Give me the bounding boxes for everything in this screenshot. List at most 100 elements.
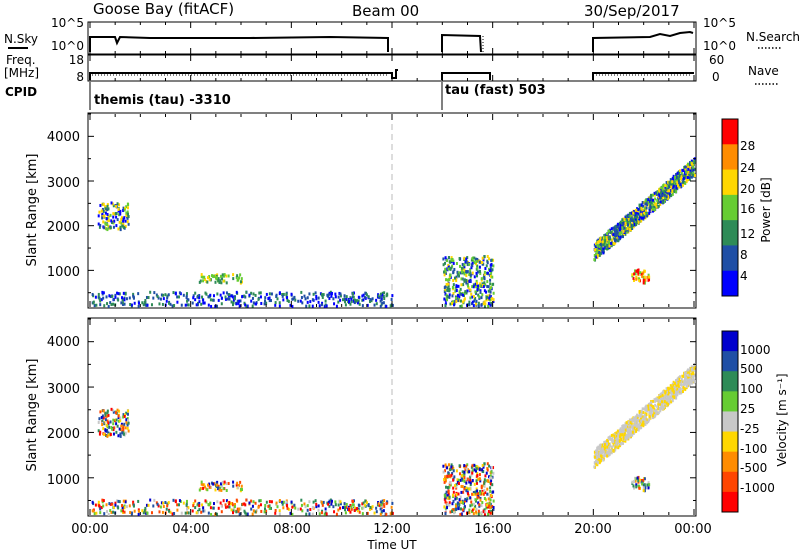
power-echo-cell xyxy=(676,173,679,177)
power-echo-cell xyxy=(385,294,388,298)
velocity-echo-cell xyxy=(268,506,271,510)
power-echo-cell xyxy=(490,269,493,273)
velocity-echo-cell xyxy=(207,511,210,515)
power-echo-cell xyxy=(623,231,626,235)
power-echo-cell xyxy=(488,257,491,261)
power-panel: Slant Range [km] 1000 2000 3000 4000 xyxy=(25,112,697,309)
velocity-echo-cell xyxy=(281,500,284,504)
velocity-echo-cell xyxy=(238,507,241,511)
velocity-echo-cell xyxy=(615,441,618,445)
velocity-echo-cell xyxy=(682,374,685,378)
power-echo-cell xyxy=(678,171,681,175)
power-echo-cell xyxy=(198,300,201,304)
power-echo-cell xyxy=(268,292,271,296)
power-echo-cell xyxy=(132,292,135,296)
power-echo-cell xyxy=(462,293,465,297)
velocity-echo-cell xyxy=(231,511,234,515)
power-echo-cell xyxy=(685,178,688,182)
power-echo-cell xyxy=(629,223,632,227)
velocity-echo-cell xyxy=(476,495,479,499)
power-echo-cell xyxy=(667,196,670,200)
velocity-echo-cell xyxy=(237,509,240,513)
velocity-echo-cell xyxy=(691,375,694,379)
freq-trace-2 xyxy=(441,72,491,80)
velocity-echo-cell xyxy=(466,490,469,494)
power-echo-cell xyxy=(371,297,374,301)
velocity-echo-cell xyxy=(98,432,101,436)
velocity-echo-cell xyxy=(385,502,388,506)
velocity-echo-cell xyxy=(318,512,321,516)
velocity-echo-cell xyxy=(649,412,652,416)
power-echo-cell xyxy=(115,211,118,215)
power-echo-cell xyxy=(492,258,495,262)
power-echo-cell xyxy=(687,164,690,168)
velocity-echo-cell xyxy=(121,510,124,514)
velocity-echo-cell xyxy=(164,501,167,505)
power-echo-cell xyxy=(459,271,462,275)
power-echo-cell xyxy=(471,295,474,299)
power-echo-cell xyxy=(485,264,488,268)
power-echo-cell xyxy=(662,190,665,194)
velocity-echo-cell xyxy=(110,510,113,514)
power-echo-cell xyxy=(362,293,365,297)
power-echo-cell xyxy=(456,270,459,274)
power-echo-cell xyxy=(99,203,102,207)
velocity-echo-cell xyxy=(150,511,153,515)
power-echo-cell xyxy=(613,229,616,233)
power-echo-cell xyxy=(489,290,492,294)
freq-panel: Freq. [MHz] 18 8 60 0 Nave xyxy=(4,53,779,85)
vel-cbar-tick-100: 100 xyxy=(740,382,763,396)
velocity-echo-cell xyxy=(379,507,382,511)
power-echo-cell xyxy=(638,277,641,281)
power-echo-cell xyxy=(335,304,338,308)
power-echo-cell xyxy=(226,297,229,301)
power-echo-cell xyxy=(105,217,108,221)
power-echo-cell xyxy=(463,270,466,274)
velocity-echo-cell xyxy=(218,488,221,492)
power-echo-cell xyxy=(463,278,466,282)
velocity-echo-cell xyxy=(382,502,385,506)
power-echo-cell xyxy=(654,191,657,195)
velocity-echo-cell xyxy=(447,490,450,494)
power-echo-cell xyxy=(607,247,610,251)
velocity-echo-cell xyxy=(471,469,474,473)
power-echo-cell xyxy=(661,193,664,197)
power-echo-cell xyxy=(382,294,385,298)
power-echo-cell xyxy=(297,299,300,303)
power-echo-cell xyxy=(361,298,364,302)
power-echo-cell xyxy=(602,247,605,251)
power-echo-cell xyxy=(635,269,638,273)
power-echo-cell xyxy=(622,217,625,221)
power-echo-cell xyxy=(661,192,664,196)
power-echo-cell xyxy=(452,271,455,275)
power-echo-cell xyxy=(169,302,172,306)
xtick-1600: 16:00 xyxy=(474,522,511,537)
power-echo-cell xyxy=(475,302,478,306)
velocity-echo-cell xyxy=(224,505,227,509)
velocity-echo-cell xyxy=(631,430,634,434)
power-echo-cell xyxy=(668,189,671,193)
velocity-echo-cell xyxy=(194,506,197,510)
velocity-echo-cell xyxy=(484,474,487,478)
power-echo-cell xyxy=(461,291,464,295)
power-echo-cell xyxy=(602,243,605,247)
velocity-echo-cell xyxy=(681,374,684,378)
power-echo-cell xyxy=(638,203,641,207)
power-echo-cell xyxy=(664,186,667,190)
velocity-echo-cell xyxy=(457,481,460,485)
velocity-echo-cell xyxy=(117,434,120,438)
velocity-echo-cell xyxy=(455,507,458,511)
velocity-echo-cell xyxy=(692,371,695,375)
power-echo-cell xyxy=(665,191,668,195)
power-echo-cell xyxy=(165,299,168,303)
velocity-echo-cell xyxy=(444,510,447,514)
velocity-echo-cell xyxy=(615,443,618,447)
velocity-echo-cell xyxy=(684,388,687,392)
power-echo-cell xyxy=(107,226,110,230)
velocity-echo-cell xyxy=(165,507,168,511)
power-echo-cell xyxy=(640,203,643,207)
velocity-echo-cell xyxy=(230,508,233,512)
power-echo-cell xyxy=(466,260,469,264)
velocity-echo-cell xyxy=(488,502,491,506)
power-echo-cell xyxy=(194,291,197,295)
